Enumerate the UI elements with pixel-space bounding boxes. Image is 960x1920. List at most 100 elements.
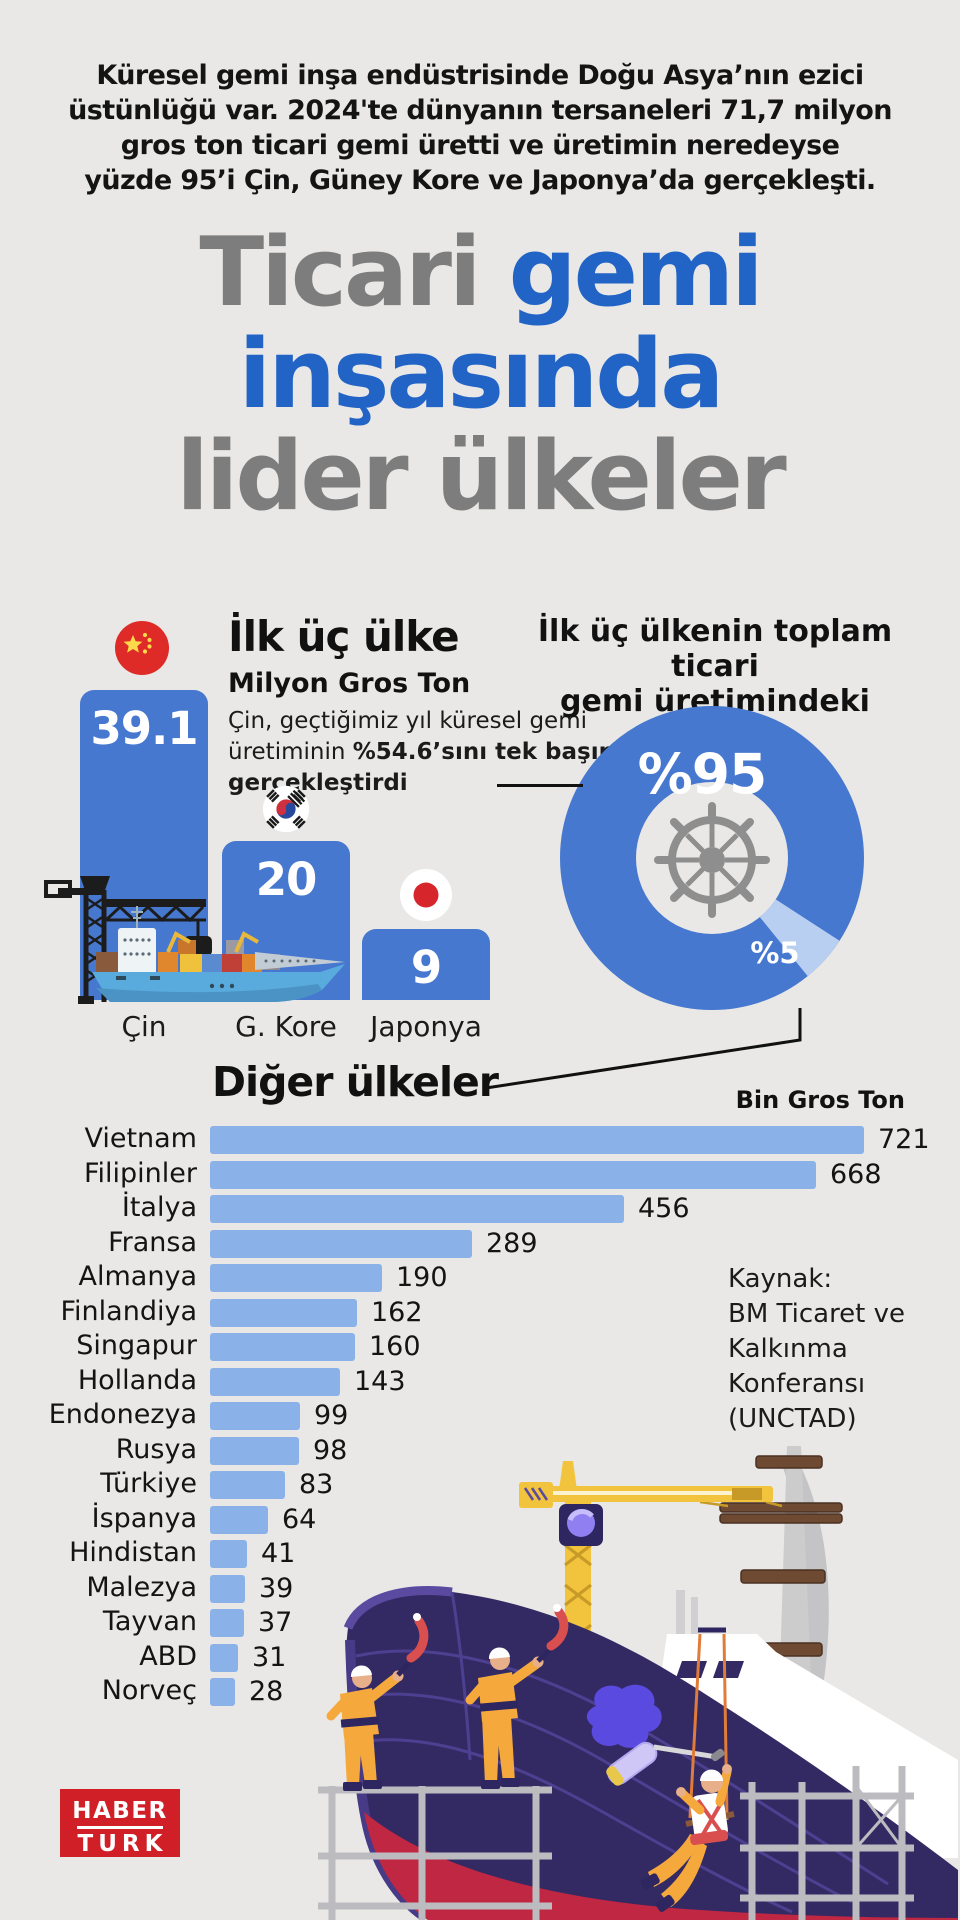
others-row-bar: [210, 1195, 624, 1223]
title-segment: Ticari: [199, 218, 509, 328]
haberturk-logo: HABER TURK: [60, 1789, 180, 1857]
note-line: Çin, geçtiğimiz yıl küresel gemi: [228, 706, 630, 737]
logo-bottom-text: TURK: [77, 1831, 168, 1857]
share-heading-line: İlk üç ülkenin toplam ticari: [537, 614, 893, 684]
others-row-value: 289: [486, 1227, 538, 1259]
top3-bar-category: G. Kore: [235, 1010, 337, 1043]
others-row-bar: [210, 1436, 299, 1465]
others-unit-label: Bin Gros Ton: [735, 1086, 905, 1114]
others-row-bar: [210, 1264, 382, 1292]
others-row-label: Singapur: [76, 1330, 197, 1361]
note-segment: Çin, geçtiğimiz yıl küresel gemi: [228, 708, 587, 734]
top3-bar-value: 39.1: [90, 702, 198, 755]
others-row-label: ABD: [139, 1640, 197, 1672]
others-row-label: Rusya: [115, 1433, 197, 1465]
shipyard-illustration: [318, 1446, 958, 1920]
logo-top-text: HABER: [72, 1798, 168, 1824]
others-row-bar: [210, 1505, 268, 1534]
others-row-bar: [210, 1160, 816, 1189]
others-row-label: Türkiye: [100, 1468, 197, 1499]
donut-minor-label: %5: [750, 936, 800, 970]
others-heading: Diğer ülkeler: [212, 1058, 499, 1106]
top3-note: Çin, geçtiğimiz yıl küresel gemi üretimin…: [228, 706, 630, 799]
others-row-value: 160: [369, 1331, 421, 1362]
title-line: Ticari gemi: [0, 222, 960, 324]
others-row-label: İspanya: [91, 1502, 197, 1534]
others-row-bar: [210, 1471, 285, 1499]
donut-major-slice: [560, 706, 864, 1010]
others-row-label: Endonezya: [48, 1399, 197, 1430]
note-segment: gerçekleştirdi: [228, 770, 408, 796]
japan-flag-icon: [400, 869, 452, 921]
intro-line: üstünlüğü var. 2024'te dünyanın tersanel…: [68, 95, 892, 126]
intro-line: Küresel gemi inşa endüstrisinde Doğu Asy…: [96, 60, 864, 91]
cargo-ship-icon: [92, 906, 345, 1002]
others-row-value: 162: [371, 1296, 423, 1328]
title-segment: lider ülkeler: [176, 422, 787, 532]
others-row-label: Tayvan: [102, 1606, 197, 1637]
page-title: Ticari gemi inşasında lider ülkeler: [0, 222, 960, 528]
others-row-bar: [210, 1298, 357, 1327]
south-korea-flag-icon: [262, 785, 310, 833]
others-row-label: Hollanda: [77, 1364, 197, 1396]
others-row-label: Almanya: [78, 1261, 197, 1292]
intro-line: gros ton ticari gemi üretti ve üretimin …: [120, 130, 840, 161]
others-row-value: 31: [252, 1641, 287, 1673]
donut-minor-slice: [759, 899, 840, 977]
cargo-ship-illustration: [44, 876, 345, 1004]
note-segment: %54.6’sını tek başına: [352, 739, 631, 765]
others-row-value: 143: [354, 1365, 406, 1397]
others-row-value: 39: [259, 1572, 294, 1604]
top3-bar-value: 9: [410, 941, 442, 994]
logo-divider: [77, 1826, 163, 1829]
ship-wheel-icon: [654, 802, 770, 918]
others-row-value: 83: [299, 1469, 334, 1500]
others-row-bar: [210, 1574, 245, 1603]
hanging-worker: [640, 1627, 735, 1912]
others-row-value: 190: [396, 1262, 448, 1293]
others-row-bar: [210, 1609, 244, 1637]
others-row-value: 37: [258, 1607, 293, 1638]
ship-superstructure: [656, 1634, 958, 1858]
source-line: Kalkınma: [728, 1334, 848, 1364]
top3-bar-category: Japonya: [370, 1010, 482, 1043]
others-row-label: Filipinler: [83, 1157, 197, 1189]
top3-heading: İlk üç ülke: [228, 612, 460, 661]
title-segment: inşasında: [238, 320, 725, 430]
note-connector-line: [497, 784, 583, 787]
top3-bar-category: Çin: [121, 1010, 167, 1043]
source-line: (UNCTAD): [728, 1404, 857, 1434]
note-segment: üretiminin: [228, 739, 353, 765]
title-segment: gemi: [508, 218, 764, 328]
top3-bar-value: 20: [255, 853, 318, 906]
others-row-bar: [210, 1540, 247, 1568]
others-row-bar: [210, 1402, 300, 1430]
donut-connector-line: [485, 1008, 802, 1090]
others-row-label: Fransa: [108, 1226, 197, 1258]
others-row-bar: [210, 1678, 235, 1706]
others-row-bar: [210, 1333, 355, 1361]
others-row-value: 41: [261, 1538, 296, 1569]
intro-paragraph: Küresel gemi inşa endüstrisinde Doğu Asy…: [0, 58, 960, 198]
source-line: Konferansı: [728, 1369, 866, 1399]
source-line: BM Ticaret ve: [728, 1299, 906, 1329]
intro-line: yüzde 95’i Çin, Güney Kore ve Japonya’da…: [84, 165, 876, 196]
others-row-bar: [210, 1229, 472, 1258]
donut-major-label: %95: [637, 742, 768, 806]
paint-roller: [586, 1684, 725, 1786]
others-row-value: 456: [638, 1193, 690, 1224]
others-row-value: 98: [313, 1434, 348, 1466]
others-row-bar: [210, 1643, 238, 1672]
others-row-label: Norveç: [101, 1675, 197, 1706]
note-line: üretiminin %54.6’sını tek başına: [228, 737, 630, 768]
top3-bar: [362, 929, 490, 1000]
others-row-bar: [210, 1126, 864, 1154]
source-line: Kaynak:: [728, 1264, 833, 1294]
others-row-value: 28: [249, 1676, 284, 1707]
welder-1: [326, 1613, 429, 1791]
welder-2: [465, 1604, 569, 1789]
source-note: Kaynak: BM Ticaret ve Kalkınma Konferansı (U…: [728, 1262, 905, 1437]
others-row-label: Vietnam: [84, 1123, 197, 1154]
others-row-value: 721: [878, 1124, 930, 1155]
